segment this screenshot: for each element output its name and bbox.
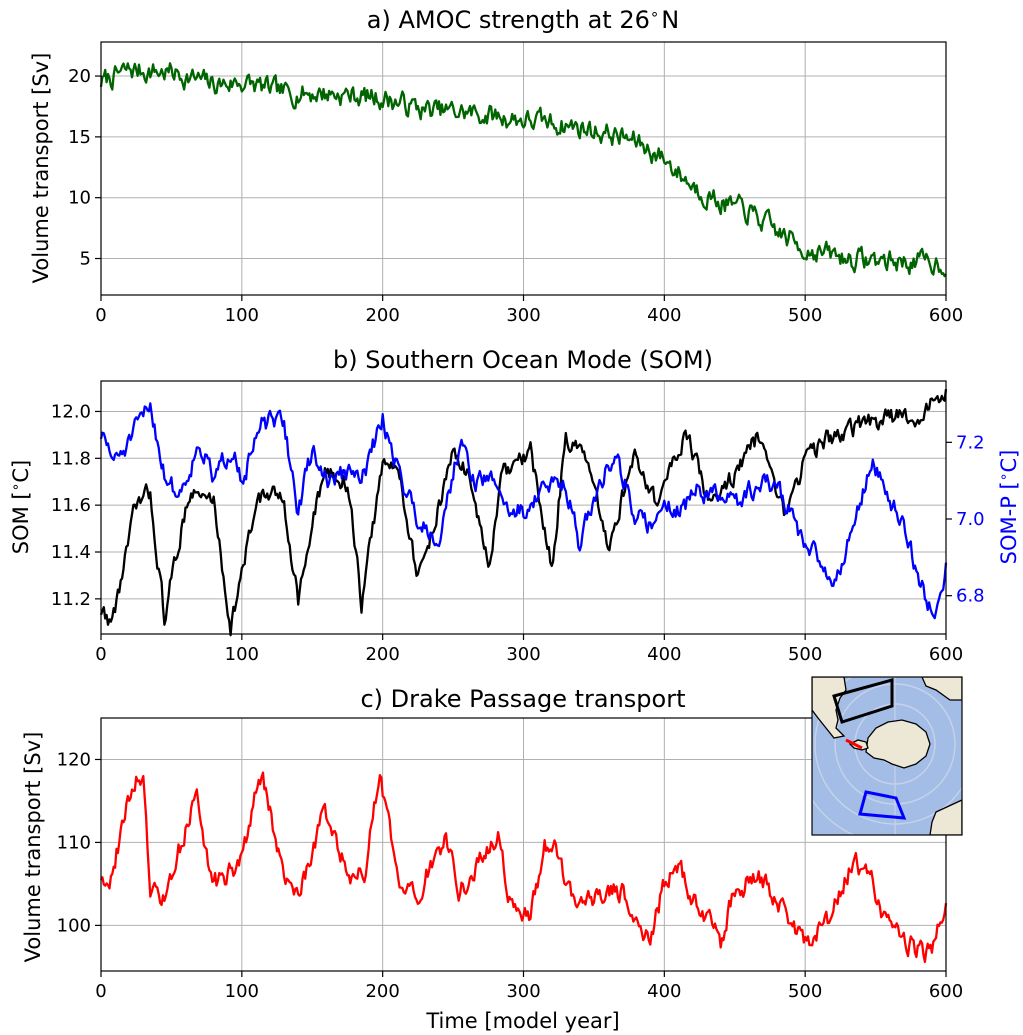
- x-tick-label: 200: [365, 305, 399, 326]
- x-tick-label: 200: [365, 644, 399, 665]
- x-tick-label: 100: [225, 305, 259, 326]
- panel-c-xlabel: Time [model year]: [425, 1009, 619, 1033]
- inset-box-north: [832, 678, 894, 724]
- panel-c-ylabel: Volume transport [Sv]: [21, 732, 45, 963]
- inset-land-australia: [929, 799, 962, 835]
- y-tick-label: 20: [68, 66, 91, 87]
- y-tick-label: 11.6: [51, 495, 91, 516]
- x-tick-label: 300: [506, 644, 540, 665]
- inset-box-south: [858, 790, 907, 820]
- x-tick-label: 400: [647, 981, 681, 1002]
- y-tick-label: 5: [80, 249, 91, 270]
- panel-a-title: a) AMOC strength at 26∘N: [367, 5, 679, 34]
- panel-c-x-ticks: 0 100 200 300 400 500 600: [95, 971, 963, 1002]
- x-tick-label: 600: [929, 305, 963, 326]
- y-tick-label: 100: [57, 915, 91, 936]
- inset-land-africa: [921, 677, 962, 701]
- x-tick-label: 500: [788, 644, 822, 665]
- x-tick-label: 400: [647, 305, 681, 326]
- panel-b-ylabel-right: SOM-P [∘C]: [996, 450, 1021, 565]
- x-tick-label: 200: [365, 981, 399, 1002]
- panel-a-x-ticks: 0 100 200 300 400 500 600: [95, 295, 963, 326]
- series-line-panel-c-0: [99, 771, 948, 964]
- y-tick-label: 110: [57, 832, 91, 853]
- x-tick-label: 0: [95, 644, 106, 665]
- panel-b-som: b) Southern Ocean Mode (SOM) 0 100 200 300 4…: [8, 346, 1021, 665]
- y-tick-label: 15: [68, 127, 91, 148]
- panel-b-ylabel-left: SOM [∘C]: [8, 460, 33, 554]
- x-tick-label: 500: [788, 305, 822, 326]
- inset-land-antarctica: [865, 719, 931, 769]
- y-tick-label: 11.4: [51, 542, 91, 563]
- panel-a-gridlines: [100, 42, 947, 295]
- series-line-panel-b-1: [99, 402, 948, 620]
- y-tick-label: 12.0: [51, 401, 91, 422]
- y-tick-label: 11.2: [51, 589, 91, 610]
- y-right-tick-label: 6.8: [956, 586, 985, 607]
- panel-a-ylabel: Volume transport [Sv]: [29, 53, 53, 284]
- x-tick-label: 0: [95, 305, 106, 326]
- x-tick-label: 300: [506, 981, 540, 1002]
- y-right-tick-label: 7.2: [956, 432, 985, 453]
- panel-b-x-ticks: 0 100 200 300 400 500 600: [95, 634, 963, 665]
- series-line-panel-b-0: [99, 389, 948, 637]
- x-tick-label: 600: [929, 981, 963, 1002]
- inset-land: [812, 677, 962, 835]
- panel-c-series-group: [99, 771, 948, 964]
- y-right-tick-label: 7.0: [956, 509, 985, 530]
- panel-a-y-ticks: 5 10 15 20: [68, 66, 101, 270]
- panel-b-title: b) Southern Ocean Mode (SOM): [333, 346, 713, 374]
- x-tick-label: 100: [225, 981, 259, 1002]
- panel-b-series-group: [99, 389, 948, 637]
- panel-a-amoc: a) AMOC strength at 26∘N 0 100 200 300 400 50…: [29, 5, 963, 326]
- inset-map: [811, 676, 963, 836]
- x-tick-label: 300: [506, 305, 540, 326]
- panel-b-y-ticks-right: 6.8 7.0 7.2: [946, 432, 985, 607]
- panel-a-series-group: [99, 62, 947, 278]
- x-tick-label: 100: [225, 644, 259, 665]
- inset-drake-passage-line: [845, 738, 863, 750]
- panel-b-y-ticks-left: 11.2 11.4 11.6 11.8 12.0: [51, 401, 101, 610]
- inset-frame: [811, 676, 963, 836]
- y-tick-label: 11.8: [51, 448, 91, 469]
- series-line-panel-a-0: [99, 62, 947, 278]
- y-tick-label: 10: [68, 188, 91, 209]
- panel-c-title: c) Drake Passage transport: [360, 685, 685, 713]
- y-tick-label: 120: [57, 749, 91, 770]
- x-tick-label: 0: [95, 981, 106, 1002]
- x-tick-label: 500: [788, 981, 822, 1002]
- inset-land-south-america: [812, 677, 847, 739]
- panel-c-y-ticks: 100 110 120: [57, 749, 101, 936]
- panel-c-drake: c) Drake Passage transport 0 100 200 300 400…: [21, 685, 963, 1033]
- x-tick-label: 600: [929, 644, 963, 665]
- panel-b-gridlines: [100, 381, 947, 634]
- x-tick-label: 400: [647, 644, 681, 665]
